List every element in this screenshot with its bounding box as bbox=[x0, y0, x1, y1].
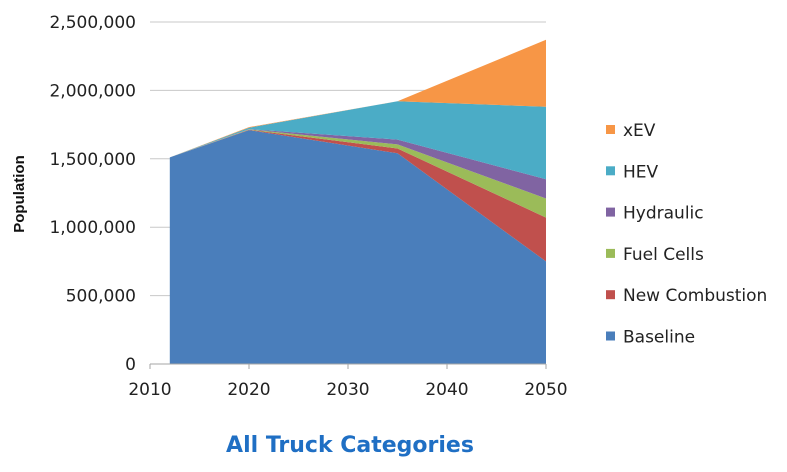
legend-swatch-new-combustion bbox=[606, 290, 615, 300]
legend-label-fuel-cells: Fuel Cells bbox=[623, 245, 704, 265]
x-tick-label: 2030 bbox=[326, 380, 369, 400]
area-hydraulic bbox=[169, 129, 547, 199]
y-tick-label: 2,000,000 bbox=[49, 81, 136, 101]
area-xev bbox=[169, 39, 547, 158]
area-hev bbox=[169, 101, 547, 180]
axis-layer: 0 500,000 1,000,000 1,500,000 2,000,000 2,500… bbox=[49, 13, 567, 400]
legend: xEV HEV Hydraulic Fuel Cells New Combustion B… bbox=[606, 121, 767, 348]
y-tick-label: 0 bbox=[125, 355, 136, 375]
x-tick-label: 2020 bbox=[227, 380, 270, 400]
legend-label-hydraulic: Hydraulic bbox=[623, 204, 704, 224]
legend-label-new-combustion: New Combustion bbox=[623, 286, 767, 306]
x-tick-label: 2050 bbox=[524, 380, 567, 400]
y-tick-label: 1,500,000 bbox=[49, 150, 136, 170]
y-tick-label: 2,500,000 bbox=[49, 13, 136, 33]
y-axis-title: Population bbox=[11, 155, 28, 233]
chart-title: All Truck Categories bbox=[226, 433, 474, 458]
legend-label-xev: xEV bbox=[623, 121, 656, 141]
area-fuel-cells bbox=[169, 129, 547, 218]
legend-swatch-fuel-cells bbox=[606, 248, 615, 258]
legend-label-baseline: Baseline bbox=[623, 328, 695, 348]
legend-swatch-baseline bbox=[606, 331, 615, 341]
y-tick-label: 1,000,000 bbox=[49, 218, 136, 238]
y-tick-label: 500,000 bbox=[66, 287, 136, 307]
legend-swatch-xev bbox=[606, 125, 615, 134]
area-layer bbox=[169, 39, 547, 364]
x-tick-label: 2010 bbox=[128, 380, 171, 400]
area-new-combustion bbox=[169, 129, 547, 262]
legend-label-hev: HEV bbox=[623, 162, 659, 182]
legend-swatch-hydraulic bbox=[606, 207, 615, 217]
area-baseline bbox=[169, 130, 547, 364]
legend-swatch-hev bbox=[606, 166, 615, 176]
x-tick-label: 2040 bbox=[425, 380, 468, 400]
